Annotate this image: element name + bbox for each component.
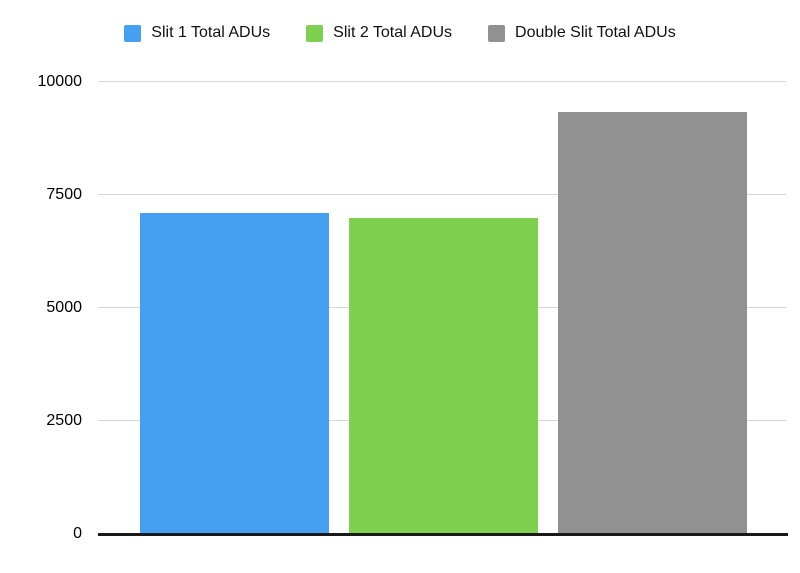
y-tick-label: 0	[73, 525, 82, 542]
y-tick-label: 5000	[46, 299, 82, 316]
legend-label: Slit 1 Total ADUs	[151, 24, 271, 41]
legend-label: Double Slit Total ADUs	[515, 24, 676, 41]
y-tick-label: 10000	[37, 73, 83, 90]
y-axis-labels: 0 2500 5000 7500 10000	[0, 73, 83, 542]
y-tick-label: 2500	[46, 412, 82, 429]
chart-legend: Slit 1 Total ADUs Slit 2 Total ADUs Double…	[0, 24, 800, 42]
legend-item-2: Slit 2 Total ADUs	[306, 24, 452, 42]
x-axis-line	[98, 533, 788, 536]
bar-2	[348, 217, 538, 534]
y-tick-label: 7500	[46, 186, 82, 203]
legend-item-1: Slit 1 Total ADUs	[124, 24, 270, 42]
legend-swatch-icon	[488, 24, 506, 42]
legend-swatch-icon	[306, 24, 324, 42]
plot-area	[98, 81, 788, 536]
bar-group	[98, 82, 788, 534]
bar-1	[139, 213, 329, 534]
bar-3	[557, 112, 747, 534]
legend-label: Slit 2 Total ADUs	[333, 24, 453, 41]
legend-item-3: Double Slit Total ADUs	[488, 24, 676, 42]
gridline	[98, 194, 786, 195]
legend-swatch-icon	[124, 24, 142, 42]
gridline	[98, 81, 786, 82]
